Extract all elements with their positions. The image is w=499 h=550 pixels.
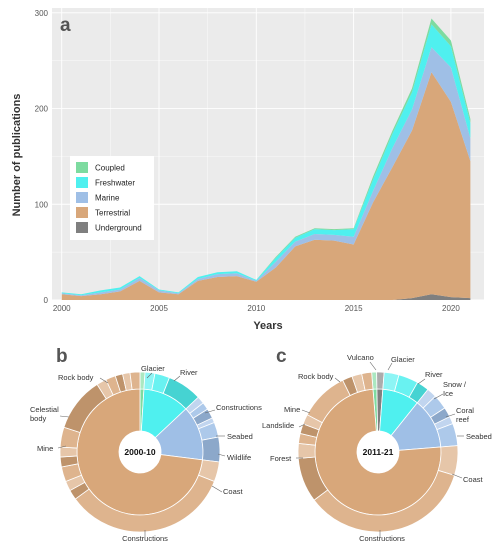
x-axis-title: Years <box>253 320 282 332</box>
label-vulcano: Vulcano <box>347 353 374 362</box>
sunburst-b-labels: Glacier River Constructions Seabed Wildl… <box>30 364 262 543</box>
panel-b: b 2000-10 Glacier River Constructions Se… <box>30 346 262 543</box>
label-constructions-bottom: Constructions <box>122 534 168 543</box>
label-seabed: Seabed <box>466 432 492 441</box>
sunburst-b <box>59 371 221 533</box>
legend: Coupled Freshwater Marine Terrestrial Underg… <box>70 156 154 240</box>
leader-line <box>211 485 223 493</box>
label-mine: Mine <box>37 444 53 453</box>
y-tick-label: 100 <box>35 200 49 209</box>
legend-swatch-coupled <box>76 162 88 173</box>
outer-slice-terrestrial <box>297 442 316 459</box>
area-marine <box>61 47 471 297</box>
area-underground <box>61 294 471 300</box>
y-tick-label: 300 <box>35 9 49 18</box>
y-tick-label: 0 <box>44 296 49 305</box>
legend-label-terrestrial: Terrestrial <box>95 209 130 218</box>
sunburst-c-labels: Vulcano Glacier River Snow / Ice Coral ree… <box>262 353 492 543</box>
label-landslide: Landslide <box>262 421 294 430</box>
outer-slice-terrestrial <box>59 446 78 458</box>
leader-line <box>417 378 426 385</box>
legend-swatch-freshwater <box>76 177 88 188</box>
legend-swatch-marine <box>76 192 88 203</box>
label-coast: Coast <box>463 475 484 484</box>
outer-slice-terrestrial <box>129 371 141 390</box>
label-river: River <box>425 370 443 379</box>
area-series-group <box>61 18 471 300</box>
leader-line <box>445 413 456 418</box>
panel-label-c: c <box>276 346 287 367</box>
leader-line <box>451 473 463 479</box>
x-tick-labels: 2000 2005 2010 2015 2020 <box>53 304 461 313</box>
panel-label-a: a <box>60 15 71 36</box>
label-wildlife: Wildlife <box>227 453 251 462</box>
sunburst-c-center-label: 2011-21 <box>363 447 394 457</box>
label-coral-reef: Coral reef <box>456 406 474 424</box>
leader-line <box>173 375 181 382</box>
legend-swatch-underground <box>76 222 88 233</box>
leader-line <box>146 372 153 379</box>
label-celestial-body: Celestial body <box>30 405 59 423</box>
leader-line <box>298 423 306 428</box>
sunburst-c-center <box>357 431 399 473</box>
label-forest: Forest <box>270 454 292 463</box>
x-tick-label: 2015 <box>345 304 363 313</box>
leader-line <box>387 362 393 371</box>
legend-label-coupled: Coupled <box>95 164 125 173</box>
outer-slice-terrestrial <box>361 371 374 391</box>
leader-line <box>59 415 70 418</box>
leader-line <box>217 453 226 457</box>
legend-label-underground: Underground <box>95 224 142 233</box>
leader-line <box>99 377 109 384</box>
leader-line <box>301 409 311 414</box>
x-tick-label: 2020 <box>442 304 460 313</box>
leader-line <box>204 409 216 414</box>
sunburst-b-center-label: 2000-10 <box>124 447 155 457</box>
sunburst-c <box>297 371 459 533</box>
legend-label-freshwater: Freshwater <box>95 179 135 188</box>
label-glacier: Glacier <box>391 355 415 364</box>
y-tick-labels: 0 100 200 300 <box>35 9 49 305</box>
leader-line <box>57 445 67 449</box>
label-constructions: Constructions <box>359 534 405 543</box>
label-rock-body: Rock body <box>58 373 94 382</box>
legend-label-marine: Marine <box>95 194 120 203</box>
label-river: River <box>180 368 198 377</box>
label-mine: Mine <box>284 405 300 414</box>
leader-line <box>433 393 444 400</box>
panel-label-b: b <box>56 346 68 367</box>
y-tick-label: 200 <box>35 105 49 114</box>
area-freshwater <box>61 24 471 296</box>
label-glacier: Glacier <box>141 364 165 373</box>
legend-swatch-terrestrial <box>76 207 88 218</box>
label-constructions: Constructions <box>216 403 262 412</box>
label-snow-ice: Snow / Ice <box>443 380 467 398</box>
label-rock-body: Rock body <box>298 372 334 381</box>
x-tick-label: 2005 <box>150 304 168 313</box>
x-tick-label: 2010 <box>247 304 265 313</box>
outer-slice-marine <box>201 436 221 463</box>
panel-c: c 2011-21 Vulcano Glacier River Snow / Ic… <box>262 346 492 543</box>
label-coast: Coast <box>223 487 244 496</box>
label-seabed: Seabed <box>227 432 253 441</box>
legend-items: Coupled Freshwater Marine Terrestrial Underg… <box>76 162 142 233</box>
area-terrestrial <box>61 72 471 300</box>
y-axis-title: Number of publications <box>11 94 23 217</box>
leader-line <box>369 361 377 371</box>
x-tick-label: 2000 <box>53 304 71 313</box>
leader-line <box>334 377 341 383</box>
sunburst-b-center <box>119 431 161 473</box>
